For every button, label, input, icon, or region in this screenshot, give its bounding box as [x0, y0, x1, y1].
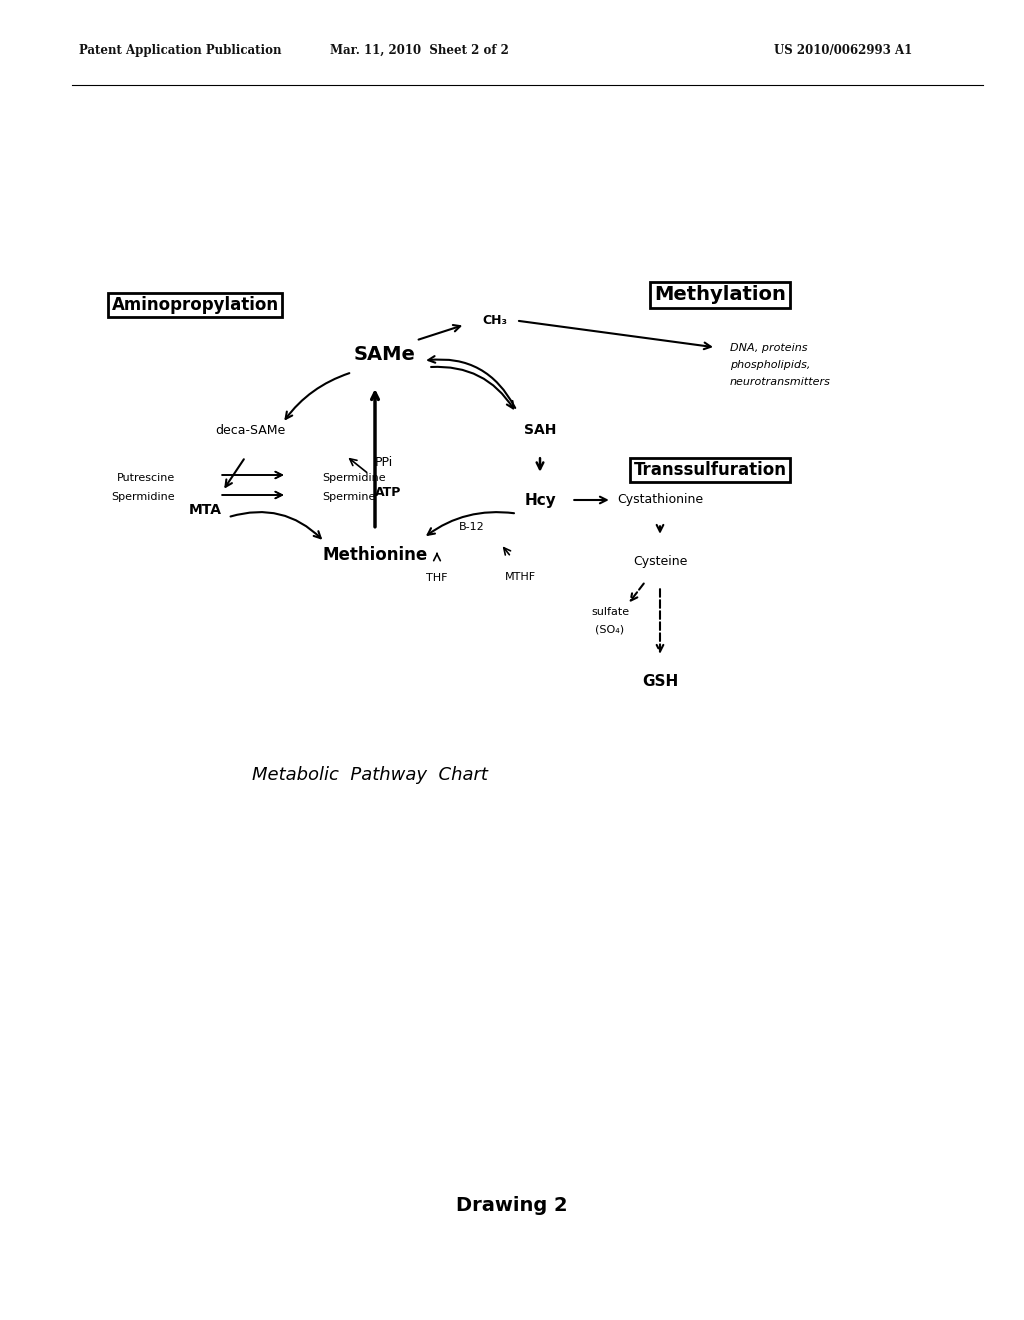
- Text: Transsulfuration: Transsulfuration: [634, 461, 786, 479]
- Text: US 2010/0062993 A1: US 2010/0062993 A1: [774, 44, 912, 57]
- Text: DNA, proteins: DNA, proteins: [730, 343, 808, 352]
- Text: deca-SAMe: deca-SAMe: [215, 424, 285, 437]
- Text: (SO₄): (SO₄): [595, 624, 625, 635]
- Text: CH₃: CH₃: [482, 314, 508, 326]
- Text: sulfate: sulfate: [591, 607, 629, 616]
- Text: GSH: GSH: [642, 675, 678, 689]
- Text: Hcy: Hcy: [524, 492, 556, 507]
- Text: Spermidine: Spermidine: [112, 492, 175, 502]
- Text: MTA: MTA: [188, 503, 221, 517]
- Text: Cystathionine: Cystathionine: [616, 494, 703, 507]
- Text: Patent Application Publication: Patent Application Publication: [79, 44, 282, 57]
- Text: SAH: SAH: [524, 422, 556, 437]
- Text: Drawing 2: Drawing 2: [456, 1196, 568, 1214]
- Text: B-12: B-12: [459, 521, 485, 532]
- Text: phospholipids,: phospholipids,: [730, 360, 810, 370]
- Text: Mar. 11, 2010  Sheet 2 of 2: Mar. 11, 2010 Sheet 2 of 2: [331, 44, 509, 57]
- Text: Methylation: Methylation: [654, 285, 786, 305]
- Text: Cysteine: Cysteine: [633, 556, 687, 569]
- Text: Methionine: Methionine: [323, 546, 428, 564]
- Text: SAMe: SAMe: [354, 346, 416, 364]
- Text: Putrescine: Putrescine: [117, 473, 175, 483]
- Text: PPi: PPi: [375, 455, 393, 469]
- Text: Spermidine: Spermidine: [322, 473, 386, 483]
- Text: MTHF: MTHF: [505, 572, 536, 582]
- Text: Aminopropylation: Aminopropylation: [112, 296, 279, 314]
- Text: Metabolic  Pathway  Chart: Metabolic Pathway Chart: [252, 766, 488, 784]
- Text: ATP: ATP: [375, 486, 401, 499]
- Text: neurotransmitters: neurotransmitters: [730, 378, 830, 387]
- Text: Spermine: Spermine: [322, 492, 376, 502]
- Text: THF: THF: [426, 573, 447, 583]
